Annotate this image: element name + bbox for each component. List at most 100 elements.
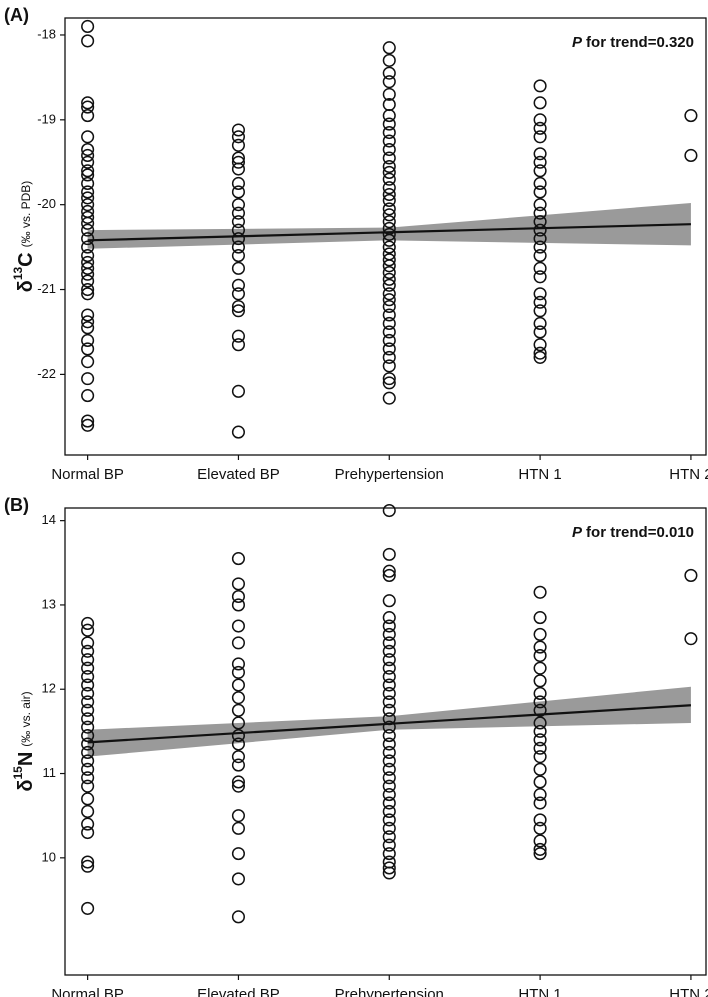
- data-point: [382, 325, 396, 339]
- data-point: [231, 737, 245, 751]
- y-tick-label: -22: [37, 366, 56, 381]
- data-point: [81, 644, 95, 658]
- data-point: [81, 737, 95, 751]
- plot-frame: [64, 17, 707, 456]
- data-point: [533, 661, 547, 675]
- data-point: [382, 754, 396, 768]
- data-point: [81, 130, 95, 144]
- data-point: [81, 223, 95, 237]
- data-point: [382, 779, 396, 793]
- x-tick-label: Prehypertension: [335, 466, 444, 483]
- data-point: [533, 821, 547, 835]
- data-point: [81, 745, 95, 760]
- data-point: [81, 670, 95, 684]
- data-point: [382, 703, 396, 717]
- data-point: [231, 338, 245, 352]
- data-point: [382, 87, 396, 101]
- data-point: [231, 162, 245, 176]
- data-point: [231, 240, 245, 254]
- data-point: [684, 148, 698, 163]
- data-point: [382, 866, 396, 880]
- data-point: [382, 75, 396, 89]
- data-point: [231, 775, 245, 789]
- data-point: [231, 779, 245, 793]
- data-point: [382, 720, 396, 734]
- data-point: [382, 308, 396, 322]
- data-point: [382, 788, 396, 802]
- data-point: [231, 232, 245, 246]
- data-point: [81, 418, 95, 432]
- data-point: [231, 636, 245, 650]
- y-tick-label: 10: [42, 849, 56, 864]
- data-point: [382, 804, 396, 819]
- data-point: [81, 168, 95, 182]
- data-point: [231, 729, 245, 743]
- data-point: [382, 695, 396, 709]
- data-point: [81, 176, 95, 191]
- data-point: [382, 126, 396, 140]
- data-point: [382, 813, 396, 827]
- data-point: [81, 261, 95, 275]
- x-tick-label: Elevated BP: [197, 986, 280, 997]
- data-point: [382, 678, 396, 692]
- data-point: [533, 232, 547, 246]
- data-point: [533, 261, 547, 275]
- data-point: [533, 249, 547, 263]
- data-point: [382, 227, 396, 241]
- data-point: [382, 240, 396, 254]
- data-point: [533, 295, 547, 309]
- data-point: [533, 762, 547, 776]
- data-point: [81, 100, 95, 114]
- data-point: [81, 216, 95, 230]
- data-point: [81, 333, 95, 347]
- data-point: [382, 350, 396, 364]
- data-point: [81, 155, 95, 169]
- data-point: [231, 703, 245, 717]
- data-point: [382, 299, 396, 314]
- data-point: [382, 117, 396, 131]
- data-point: [81, 623, 95, 637]
- y-tick-label: 11: [43, 765, 57, 780]
- data-point: [231, 155, 245, 169]
- data-point: [382, 847, 396, 861]
- data-point: [231, 665, 245, 679]
- data-point: [81, 240, 95, 254]
- x-tick-label: Elevated BP: [197, 466, 280, 483]
- data-point: [382, 564, 396, 578]
- data-point: [382, 278, 396, 292]
- data-point: [81, 191, 95, 205]
- x-tick-label: HTN 2: [669, 466, 708, 483]
- data-point: [81, 164, 95, 178]
- data-point: [382, 151, 396, 165]
- data-point: [231, 872, 245, 886]
- data-point: [382, 503, 396, 518]
- data-point: [382, 172, 396, 186]
- data-point: [231, 577, 245, 591]
- data-point: [81, 779, 95, 793]
- x-tick-label: Prehypertension: [335, 986, 444, 997]
- data-point: [533, 206, 547, 220]
- data-point: [533, 338, 547, 352]
- data-point: [382, 233, 396, 247]
- data-point: [533, 775, 547, 789]
- data-point: [382, 796, 396, 810]
- data-point: [382, 159, 396, 174]
- data-point: [382, 266, 396, 280]
- data-point: [382, 670, 396, 684]
- data-point: [231, 206, 245, 220]
- panel: (A) -22 -21 -20 -19 -18 Normal BP Elevated BP Pr…: [4, 5, 708, 483]
- data-point: [231, 384, 245, 398]
- x-tick-label: Normal BP: [51, 986, 124, 997]
- data-point: [382, 66, 396, 80]
- data-point: [382, 134, 396, 148]
- panel-label: (A): [4, 5, 29, 25]
- data-point: [533, 733, 547, 747]
- data-point: [684, 568, 698, 582]
- y-label-part: 15: [11, 766, 25, 780]
- data-point: [81, 315, 95, 329]
- y-tick-label: -21: [37, 281, 56, 296]
- data-point: [533, 813, 547, 827]
- data-point: [231, 299, 245, 314]
- data-point: [533, 113, 547, 127]
- data-point: [382, 287, 396, 301]
